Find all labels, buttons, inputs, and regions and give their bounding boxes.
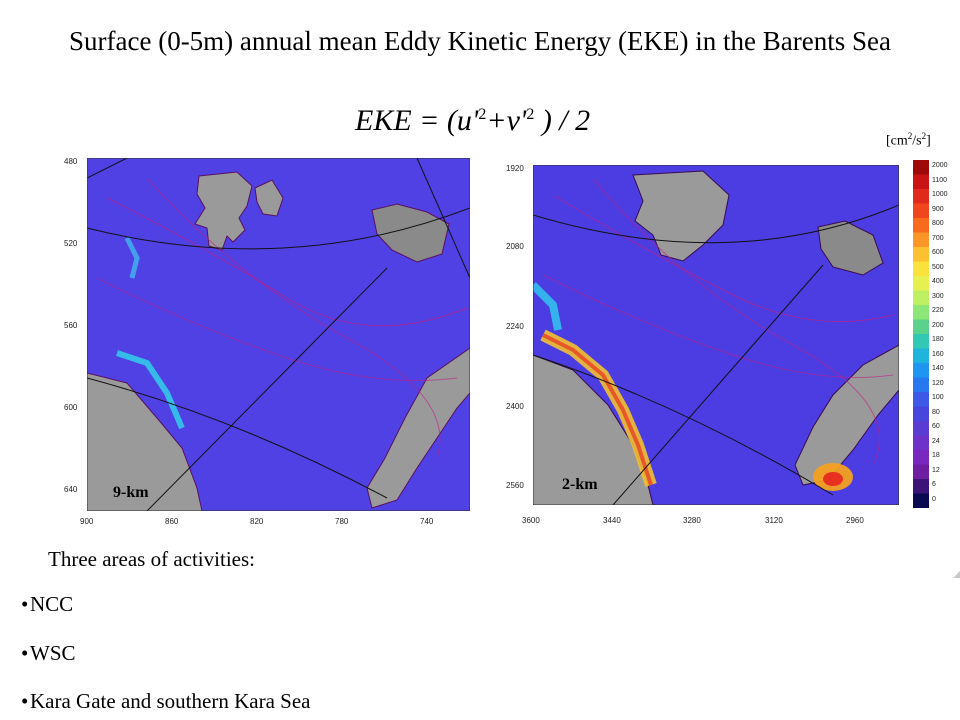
formula-rhs-open: = (u': [411, 104, 479, 137]
map-label-2km: 2-km: [562, 476, 598, 493]
colorbar-tick-label: 500: [932, 263, 944, 271]
y-tick: 2400: [506, 402, 524, 411]
colorbar-swatch: [913, 290, 929, 306]
formula-plus: +v': [486, 104, 527, 137]
colorbar-swatch: [913, 247, 929, 262]
colorbar-swatch: [913, 305, 929, 320]
colorbar-swatch: [913, 348, 929, 364]
y-tick: 2560: [506, 481, 524, 490]
unit-exp-2: 2: [921, 131, 927, 141]
colorbar-swatch: [913, 189, 929, 204]
unit-base: [cm: [886, 133, 908, 149]
colorbar-swatch: [913, 377, 929, 393]
colorbar-tick-label: 100: [932, 394, 944, 402]
y-tick: 520: [64, 239, 78, 248]
y-tick: 2080: [506, 242, 524, 251]
activity-item-label: NCC: [30, 592, 74, 616]
colorbar-swatch: [913, 464, 929, 480]
colorbar-swatch: [913, 160, 929, 175]
colorbar-tick-label: 60: [932, 423, 940, 431]
unit-close: ]: [926, 133, 931, 149]
y-tick: 640: [64, 485, 78, 494]
bullet-icon: •: [21, 641, 29, 665]
colorbar-tick-label: 18: [932, 452, 940, 460]
y-tick: 480: [64, 157, 78, 166]
x-tick: 3280: [683, 516, 701, 525]
colorbar-swatch: [913, 363, 929, 378]
colorbar-tick-label: 6: [932, 481, 936, 489]
colorbar-tick-label: 12: [932, 466, 940, 474]
x-tick: 820: [250, 517, 264, 526]
colorbar-tick-label: 400: [932, 278, 944, 286]
slide-title: Surface (0-5m) annual mean Eddy Kinetic …: [69, 26, 891, 56]
colorbar-swatches: [913, 160, 929, 509]
colorbar-tick-label: 120: [932, 379, 944, 387]
colorbar-tick-label: 24: [932, 437, 940, 445]
colorbar-tick-label: 800: [932, 220, 944, 228]
colorbar-swatch: [913, 406, 929, 422]
x-tick: 740: [420, 517, 434, 526]
activities: Three areas of activities:: [48, 548, 255, 589]
colorbar-swatch: [913, 450, 929, 465]
activities-heading: Three areas of activities:: [48, 547, 255, 571]
unit-exp-1: 2: [907, 131, 913, 141]
colorbar-swatch: [913, 435, 929, 451]
y-tick: 600: [64, 403, 78, 412]
colorbar-tick-label: 900: [932, 205, 944, 213]
colorbar-tick-label: 200: [932, 321, 944, 329]
y-tick: 2240: [506, 322, 524, 331]
map-9km: [87, 158, 470, 511]
colorbar-swatch: [913, 203, 929, 219]
formula-exp-v: 2: [526, 106, 535, 123]
colorbar-swatch: [913, 261, 929, 277]
x-tick: 780: [335, 517, 349, 526]
colorbar-tick-label: 80: [932, 408, 940, 416]
x-tick: 3440: [603, 516, 621, 525]
colorbar-tick-label: 700: [932, 234, 944, 242]
colorbar: [913, 160, 929, 513]
map-9km-image: [87, 158, 470, 511]
bullet-icon: •: [21, 689, 29, 713]
colorbar-swatch: [913, 334, 929, 349]
formula-lhs: EKE: [355, 104, 412, 137]
x-tick: 3120: [765, 516, 783, 525]
map-2km-image: [533, 165, 899, 505]
x-tick: 2960: [846, 516, 864, 525]
y-tick: 1920: [506, 164, 524, 173]
formula-rhs-close: ) / 2: [534, 104, 591, 137]
colorbar-swatch: [913, 319, 929, 335]
unit-mid: /s: [912, 133, 922, 149]
colorbar-swatch: [913, 493, 929, 509]
colorbar-tick-label: 300: [932, 292, 944, 300]
colorbar-tick-label: 160: [932, 350, 944, 358]
x-tick: 900: [80, 517, 94, 526]
colorbar-swatch: [913, 479, 929, 494]
x-tick: 3600: [522, 516, 540, 525]
colorbar-swatch: [913, 392, 929, 407]
map-2km: [533, 165, 899, 505]
colorbar-swatch: [913, 232, 929, 248]
colorbar-tick-label: 0: [932, 495, 936, 503]
colorbar-tick-label: 1000: [932, 191, 948, 199]
colorbar-swatch: [913, 421, 929, 436]
colorbar-unit: [cm2/s2]: [886, 131, 931, 150]
x-tick: 860: [165, 517, 179, 526]
activity-item-label: WSC: [30, 641, 76, 665]
colorbar-tick-label: 2000: [932, 162, 948, 170]
colorbar-tick-label: 140: [932, 365, 944, 373]
eke-formula: EKE = (u'2+v'2 ) / 2: [355, 104, 605, 138]
bullet-icon: •: [21, 592, 29, 616]
colorbar-tick-label: 600: [932, 249, 944, 257]
resize-corner-icon: [953, 571, 960, 578]
activity-item-label: Kara Gate and southern Kara Sea: [30, 689, 311, 713]
y-tick: 560: [64, 321, 78, 330]
map-label-9km: 9-km: [113, 484, 149, 501]
colorbar-tick-label: 220: [932, 307, 944, 315]
colorbar-swatch: [913, 218, 929, 233]
colorbar-tick-label: 1100: [932, 176, 948, 184]
colorbar-tick-label: 180: [932, 336, 944, 344]
formula-exp-u: 2: [478, 106, 487, 123]
colorbar-swatch: [913, 276, 929, 291]
colorbar-swatch: [913, 174, 929, 190]
